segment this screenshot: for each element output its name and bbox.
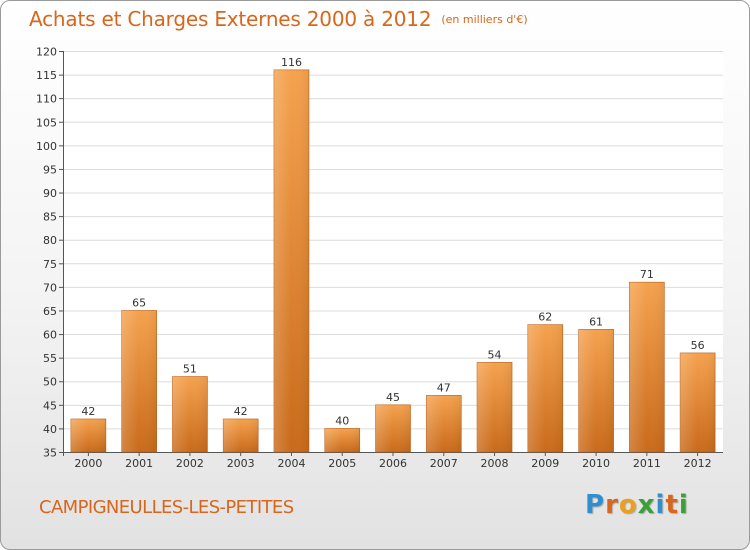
data-label: 62 [538, 311, 552, 324]
x-tick-label: 2004 [277, 457, 305, 470]
logo-letter: o [618, 490, 638, 520]
y-tick-label: 65 [43, 305, 57, 318]
y-tick-label: 55 [43, 352, 57, 365]
x-tick-label: 2000 [74, 457, 102, 470]
y-tick-label: 110 [36, 93, 57, 106]
logo-letter: i [678, 490, 689, 520]
data-label: 116 [281, 56, 302, 69]
logo-letter: i [655, 490, 666, 520]
bar-shine [578, 329, 614, 452]
y-tick-label: 90 [43, 187, 57, 200]
axes [59, 51, 723, 456]
x-tick-label: 2005 [328, 457, 356, 470]
y-tick-label: 35 [43, 447, 57, 460]
data-label: 61 [589, 315, 603, 328]
bar-shine [324, 428, 360, 452]
chart-unit-label: (en milliers d'€) [441, 13, 528, 26]
bar-shine [70, 418, 106, 452]
logo-letter: r [605, 490, 619, 520]
bar-shine [426, 395, 462, 452]
logo-letter: x [637, 490, 656, 520]
proxiti-logo: Proxiti [585, 490, 689, 520]
data-label: 42 [234, 405, 248, 418]
y-tick-label: 75 [43, 258, 57, 271]
bar-shine [121, 310, 157, 452]
bar-shine [172, 376, 208, 452]
x-tick-label: 2012 [684, 457, 712, 470]
data-label: 65 [132, 296, 146, 309]
y-tick-label: 115 [36, 69, 57, 82]
bar-shine [375, 404, 411, 452]
chart-title-text: Achats et Charges Externes 2000 à 2012 [29, 7, 432, 31]
y-tick-label: 95 [43, 163, 57, 176]
logo-letter: P [585, 490, 606, 520]
y-tick-label: 85 [43, 211, 57, 224]
y-tick-label: 60 [43, 329, 57, 342]
place-name: CAMPIGNEULLES-LES-PETITES [39, 497, 294, 518]
x-tick-label: 2002 [176, 457, 204, 470]
bar-shine [223, 418, 259, 452]
data-label: 51 [183, 363, 197, 376]
bar-shine [273, 69, 309, 452]
x-tick-label: 2010 [582, 457, 610, 470]
data-label: 56 [691, 339, 705, 352]
data-label: 42 [81, 405, 95, 418]
data-label: 54 [488, 348, 502, 361]
x-tick-label: 2006 [379, 457, 407, 470]
y-tick-label: 80 [43, 234, 57, 247]
bar-shine [527, 324, 563, 452]
y-tick-label: 100 [36, 140, 57, 153]
bar-shine [680, 352, 716, 452]
logo-letter: t [665, 490, 679, 520]
labels: 35 40 45 50 55 60 65 70 75 80 85 90 95 100 105 110 115 12… [36, 46, 712, 471]
x-tick-label: 2009 [531, 457, 559, 470]
data-label: 45 [386, 391, 400, 404]
y-tick-label: 50 [43, 376, 57, 389]
data-label: 71 [640, 268, 654, 281]
y-tick-label: 105 [36, 116, 57, 129]
bar-shine [629, 282, 665, 452]
x-tick-label: 2001 [125, 457, 153, 470]
y-tick-label: 40 [43, 423, 57, 436]
x-tick-label: 2008 [481, 457, 509, 470]
y-tick-label: 45 [43, 399, 57, 412]
x-tick-label: 2003 [227, 457, 255, 470]
y-tick-label: 70 [43, 281, 57, 294]
x-tick-label: 2011 [633, 457, 661, 470]
data-label: 40 [335, 414, 349, 427]
bars [70, 69, 716, 453]
data-label: 47 [437, 381, 451, 394]
x-tick-label: 2007 [430, 457, 458, 470]
bar-shine [477, 362, 513, 452]
y-tick-label: 120 [36, 46, 57, 59]
chart-title: Achats et Charges Externes 2000 à 2012 (e… [29, 7, 528, 31]
